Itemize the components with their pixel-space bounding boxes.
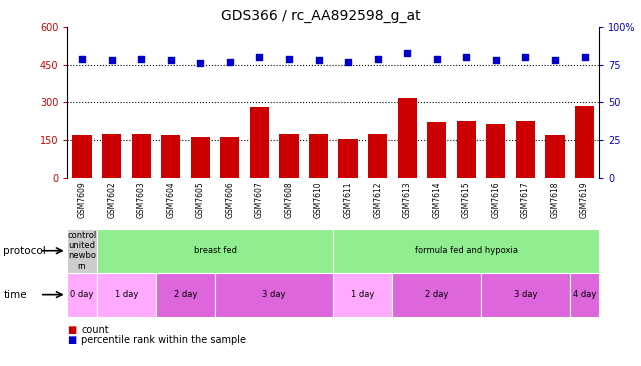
Point xyxy=(165,57,176,63)
Text: time: time xyxy=(3,290,27,300)
Bar xyxy=(102,134,121,178)
Text: 0 day: 0 day xyxy=(71,290,94,299)
Point xyxy=(77,56,87,62)
Point xyxy=(196,60,206,66)
Bar xyxy=(570,273,599,317)
Text: 1 day: 1 day xyxy=(115,290,138,299)
Text: GSM7602: GSM7602 xyxy=(107,182,116,218)
Bar xyxy=(392,273,481,317)
Bar xyxy=(427,122,446,178)
Bar xyxy=(481,273,570,317)
Bar xyxy=(131,134,151,178)
Bar xyxy=(97,229,333,273)
Bar xyxy=(397,98,417,178)
Point xyxy=(550,57,560,63)
Point xyxy=(579,55,590,60)
Bar xyxy=(516,121,535,178)
Text: GSM7613: GSM7613 xyxy=(403,182,412,218)
Point xyxy=(343,59,353,65)
Point xyxy=(284,56,294,62)
Bar xyxy=(338,139,358,178)
Text: 3 day: 3 day xyxy=(513,290,537,299)
Point xyxy=(136,56,146,62)
Text: GSM7606: GSM7606 xyxy=(226,182,235,219)
Bar xyxy=(215,273,333,317)
Bar xyxy=(309,134,328,178)
Text: 4 day: 4 day xyxy=(573,290,596,299)
Text: ■: ■ xyxy=(67,335,76,346)
Text: GSM7607: GSM7607 xyxy=(255,182,264,219)
Text: GSM7615: GSM7615 xyxy=(462,182,471,218)
Text: GSM7614: GSM7614 xyxy=(432,182,441,218)
Bar xyxy=(97,273,156,317)
Point xyxy=(254,55,265,60)
Point xyxy=(372,56,383,62)
Text: GSM7616: GSM7616 xyxy=(492,182,501,218)
Bar xyxy=(67,229,97,273)
Text: GDS366 / rc_AA892598_g_at: GDS366 / rc_AA892598_g_at xyxy=(221,9,420,23)
Text: GSM7617: GSM7617 xyxy=(521,182,530,218)
Text: protocol: protocol xyxy=(3,246,46,256)
Bar xyxy=(333,229,599,273)
Bar xyxy=(161,135,180,178)
Point xyxy=(402,50,412,56)
Text: percentile rank within the sample: percentile rank within the sample xyxy=(81,335,246,346)
Bar xyxy=(67,273,97,317)
Bar xyxy=(333,273,392,317)
Point xyxy=(491,57,501,63)
Text: GSM7610: GSM7610 xyxy=(314,182,323,218)
Text: 1 day: 1 day xyxy=(351,290,374,299)
Text: breast fed: breast fed xyxy=(194,246,237,255)
Text: GSM7618: GSM7618 xyxy=(551,182,560,218)
Text: GSM7605: GSM7605 xyxy=(196,182,205,219)
Text: control
united
newbo
rn: control united newbo rn xyxy=(67,231,97,271)
Text: GSM7619: GSM7619 xyxy=(580,182,589,218)
Text: GSM7603: GSM7603 xyxy=(137,182,146,219)
Bar xyxy=(575,106,594,178)
Text: GSM7604: GSM7604 xyxy=(166,182,175,219)
Point xyxy=(520,55,531,60)
Text: GSM7609: GSM7609 xyxy=(78,182,87,219)
Text: 3 day: 3 day xyxy=(262,290,286,299)
Bar xyxy=(191,138,210,178)
Text: GSM7612: GSM7612 xyxy=(373,182,382,218)
Text: count: count xyxy=(81,325,109,336)
Bar xyxy=(156,273,215,317)
Text: ■: ■ xyxy=(67,325,76,336)
Text: GSM7608: GSM7608 xyxy=(285,182,294,218)
Bar xyxy=(72,135,92,178)
Bar xyxy=(457,121,476,178)
Bar xyxy=(279,134,299,178)
Point xyxy=(225,59,235,65)
Text: 2 day: 2 day xyxy=(425,290,449,299)
Point xyxy=(106,57,117,63)
Bar xyxy=(487,124,506,178)
Text: GSM7611: GSM7611 xyxy=(344,182,353,218)
Bar xyxy=(368,134,387,178)
Point xyxy=(431,56,442,62)
Bar xyxy=(221,137,240,178)
Text: formula fed and hypoxia: formula fed and hypoxia xyxy=(415,246,518,255)
Bar xyxy=(545,135,565,178)
Text: 2 day: 2 day xyxy=(174,290,197,299)
Bar xyxy=(250,108,269,178)
Point xyxy=(313,57,324,63)
Point xyxy=(462,55,472,60)
